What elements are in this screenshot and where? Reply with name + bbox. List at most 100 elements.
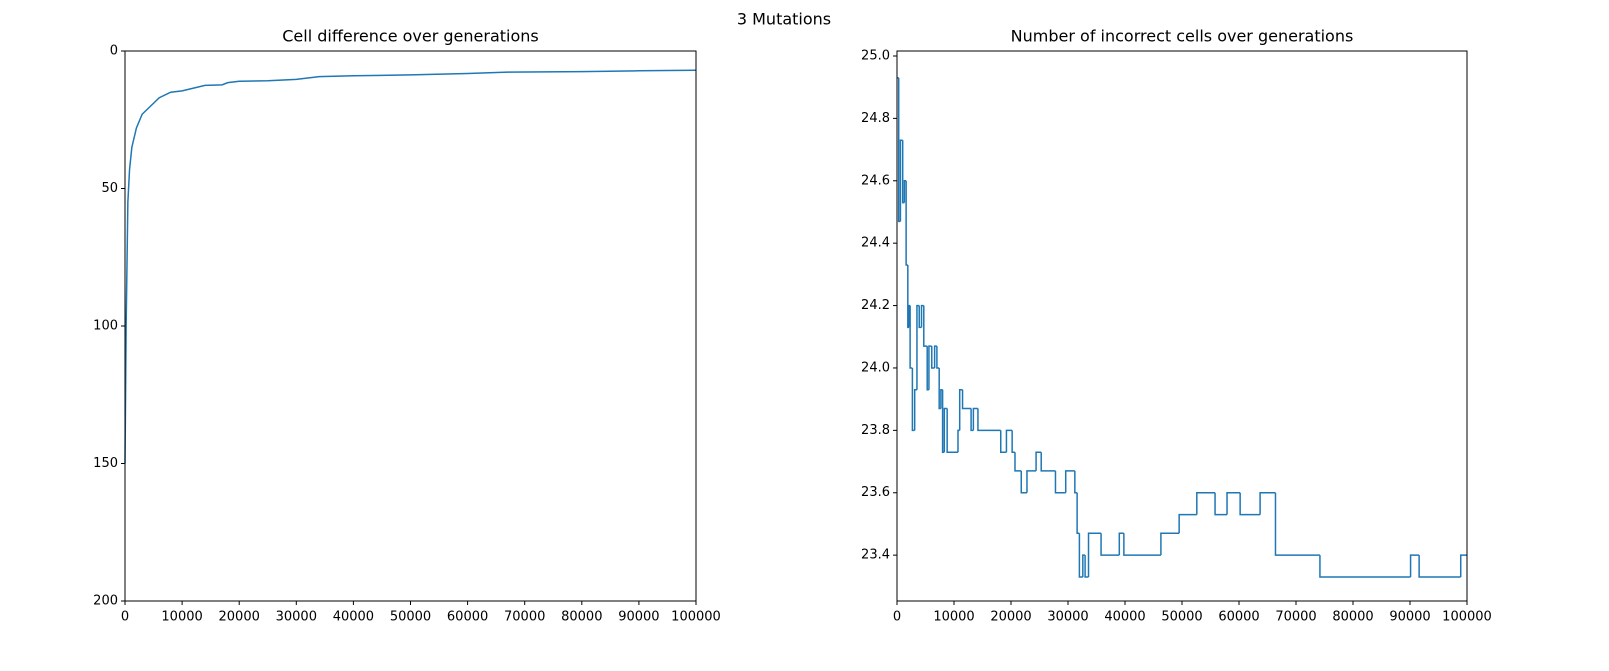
step-segment (1078, 533, 1083, 578)
step-segment (946, 408, 958, 453)
x-tick-label: 100000 (1442, 610, 1492, 625)
step-segment (972, 407, 978, 431)
step-segment (913, 389, 917, 431)
step-segment (1054, 470, 1066, 494)
y-tick-label: 23.6 (861, 485, 890, 500)
step-segment (897, 77, 901, 223)
y-tick-label: 24.4 (861, 236, 890, 251)
x-tick-label: 10000 (161, 610, 202, 625)
x-tick-label: 20000 (219, 610, 260, 625)
x-tick-label: 90000 (1389, 610, 1430, 625)
y-tick-label: 23.8 (861, 423, 890, 438)
y-tick-label: 150 (93, 456, 118, 471)
step-segment (961, 389, 972, 410)
step-segment (1226, 491, 1241, 515)
y-tick-label: 200 (93, 594, 118, 609)
x-tick-label: 0 (893, 610, 901, 625)
y-tick-label: 100 (93, 319, 118, 334)
y-tick-label: 24.8 (861, 111, 890, 126)
x-tick-label: 50000 (390, 610, 431, 625)
step-segment (943, 407, 948, 453)
step-segment (977, 408, 1001, 432)
step-segment (999, 430, 1007, 453)
y-tick-label: 0 (110, 44, 118, 59)
step-segment (909, 305, 913, 369)
y-tick-label: 50 (101, 181, 118, 196)
x-tick-label: 30000 (276, 610, 317, 625)
step-segment (1026, 470, 1037, 493)
x-tick-label: 60000 (1218, 610, 1259, 625)
step-segment (1084, 555, 1089, 578)
step-segment (1409, 554, 1420, 577)
step-segment (1259, 491, 1276, 515)
step-segment (1005, 429, 1013, 453)
plot-frame (896, 50, 1468, 602)
step-segment (899, 139, 903, 222)
step-segment (1214, 492, 1228, 516)
x-tick-label: 40000 (1104, 610, 1145, 625)
x-tick-label: 90000 (618, 610, 659, 625)
step-segment (1082, 554, 1086, 577)
step-segment (938, 367, 941, 410)
step-segment (931, 346, 935, 369)
step-segment (920, 304, 924, 328)
step-segment (1011, 430, 1015, 453)
step-segment (911, 367, 915, 432)
step-segment (1118, 532, 1124, 556)
step-segment (957, 429, 960, 453)
x-tick-label: 30000 (1047, 610, 1088, 625)
step-segment (1319, 555, 1411, 578)
step-segment (1076, 492, 1080, 535)
y-tick-label: 24.0 (861, 360, 890, 375)
y-tick-label: 24.2 (861, 298, 890, 313)
step-segment (926, 346, 929, 391)
step-segment (1014, 452, 1022, 472)
step-segment (1035, 451, 1042, 471)
x-tick-label: 100000 (671, 610, 721, 625)
x-tick-label: 40000 (333, 610, 374, 625)
step-segment (1196, 491, 1216, 515)
x-tick-label: 80000 (1332, 610, 1373, 625)
y-tick-label: 25.0 (861, 48, 890, 63)
step-segment (918, 305, 922, 329)
x-tick-label: 70000 (504, 610, 545, 625)
x-tick-label: 70000 (1275, 610, 1316, 625)
chart-title: Number of incorrect cells over generatio… (1011, 27, 1354, 46)
y-tick-label: 24.6 (861, 173, 890, 188)
x-tick-label: 60000 (447, 610, 488, 625)
step-segment (901, 140, 905, 204)
figure-title: 3 Mutations (737, 10, 831, 29)
step-segment (1074, 470, 1078, 494)
step-segment (923, 305, 928, 347)
step-segment (1040, 452, 1056, 472)
step-segment (907, 265, 909, 329)
step-segment (1239, 492, 1261, 516)
step-segment (928, 345, 932, 390)
data-line (124, 69, 697, 464)
step-segment (933, 345, 937, 368)
step-segment (905, 180, 908, 266)
step-segment (1123, 533, 1161, 556)
x-tick-label: 20000 (990, 610, 1031, 625)
x-tick-label: 0 (121, 610, 129, 625)
y-tick-label: 23.4 (861, 548, 890, 563)
x-tick-label: 10000 (933, 610, 974, 625)
x-tick-label: 80000 (561, 610, 602, 625)
plot-frame (124, 50, 697, 602)
x-tick-label: 50000 (1161, 610, 1202, 625)
step-segment (1064, 470, 1075, 493)
step-segment (1100, 533, 1120, 556)
chart-title: Cell difference over generations (282, 27, 539, 46)
step-segment (1418, 555, 1461, 578)
step-segment (970, 408, 974, 432)
step-segment (936, 346, 940, 369)
step-segment (916, 304, 920, 390)
step-segment (1087, 532, 1102, 577)
step-segment (1459, 554, 1467, 577)
step-segment (958, 389, 963, 431)
step-segment (1178, 513, 1197, 534)
step-segment (1160, 532, 1180, 556)
step-segment (908, 304, 911, 328)
